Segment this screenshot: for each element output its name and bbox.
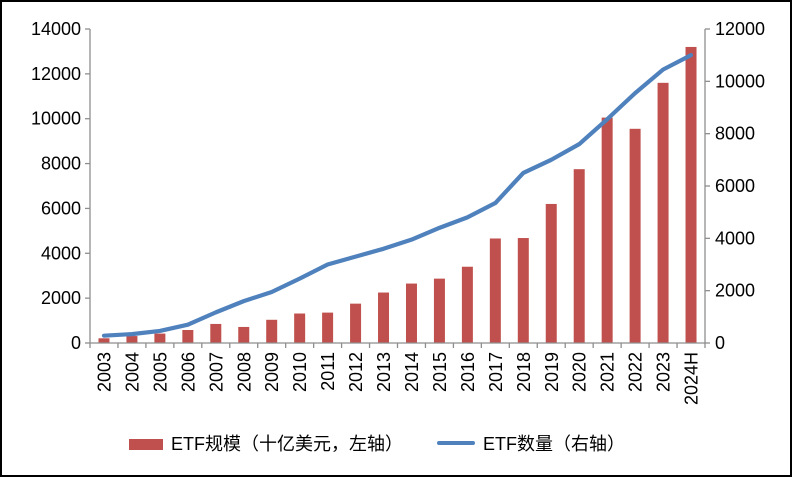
x-axis-label: 2022 (626, 352, 646, 392)
x-axis-label: 2008 (234, 352, 254, 392)
x-axis-label: 2011 (318, 352, 338, 391)
bar-2019 (545, 203, 557, 343)
y-axis-right-tick-label: 0 (715, 333, 725, 353)
bar-2006 (182, 329, 194, 343)
x-axis-label: 2021 (598, 352, 618, 392)
y-axis-right-tick-label: 10000 (715, 71, 765, 91)
x-axis-label: 2004 (122, 352, 142, 392)
legend-label-etf-count: ETF数量（右轴） (483, 434, 625, 454)
bar-2016 (461, 266, 473, 343)
y-axis-left-tick-label: 2000 (41, 288, 81, 308)
x-axis-label: 2009 (262, 352, 282, 392)
bar-2009 (266, 319, 278, 343)
bar-2003 (98, 338, 110, 343)
y-axis-left-tick-label: 8000 (41, 154, 81, 174)
y-axis-right-tick-label: 4000 (715, 228, 755, 248)
bar-2007 (210, 323, 222, 343)
x-axis-label: 2014 (402, 352, 422, 392)
bar-2004 (126, 336, 138, 343)
x-axis-label: 2017 (486, 352, 506, 392)
bar-2008 (238, 326, 250, 343)
y-axis-left-tick-label: 0 (71, 333, 81, 353)
y-axis-left-tick-label: 12000 (31, 64, 81, 84)
legend-line-etf-count (437, 441, 475, 445)
bar-2020 (573, 169, 585, 343)
bar-2015 (433, 278, 445, 343)
x-axis-label: 2018 (514, 352, 534, 392)
x-axis-label: 2013 (374, 352, 394, 392)
x-axis-label: 2006 (178, 352, 198, 392)
x-axis-label: 2020 (570, 352, 590, 392)
etf-count-line (101, 53, 694, 338)
legend-label-etf-scale: ETF规模（十亿美元，左轴） (171, 434, 403, 454)
bar-2013 (378, 292, 390, 343)
y-axis-right-tick-label: 12000 (715, 19, 765, 39)
chart-canvas: 0 2000 4000 6000 8000 10000 12000 14000 0 2000 400… (31, 19, 765, 405)
x-axis-label: 2010 (290, 352, 310, 392)
bar-2022 (629, 128, 641, 343)
bar-2010 (294, 313, 306, 343)
y-axis-left-tick-label: 4000 (41, 243, 81, 263)
y-axis-right-tick-label: 6000 (715, 176, 755, 196)
x-axis-label: 2023 (654, 352, 674, 392)
x-axis-label: 2024H (682, 352, 702, 405)
y-axis-right-tick-label: 8000 (715, 124, 755, 144)
x-axis-label: 2016 (458, 352, 478, 392)
x-axis-label: 2019 (542, 352, 562, 392)
x-axis-label: 2007 (206, 352, 226, 392)
y-axis-left-tick-label: 10000 (31, 109, 81, 129)
bar-2011 (322, 312, 334, 343)
bar-2017 (489, 238, 501, 343)
y-axis-left-tick-label: 6000 (41, 198, 81, 218)
bar-2023 (657, 82, 669, 343)
bar-2005 (154, 333, 166, 343)
bar-2014 (405, 283, 417, 343)
x-axis-label: 2012 (346, 352, 366, 392)
x-axis-label: 2005 (150, 352, 170, 392)
bar-2024H (685, 46, 697, 343)
y-axis-right-tick-label: 2000 (715, 281, 755, 301)
bar-2012 (350, 303, 362, 343)
x-axis-label: 2003 (94, 352, 114, 392)
bar-2021 (601, 117, 613, 343)
bar-2018 (517, 238, 529, 343)
legend-swatch-etf-scale (129, 439, 163, 450)
y-axis-left-tick-label: 14000 (31, 19, 81, 39)
x-axis-label: 2015 (430, 352, 450, 392)
